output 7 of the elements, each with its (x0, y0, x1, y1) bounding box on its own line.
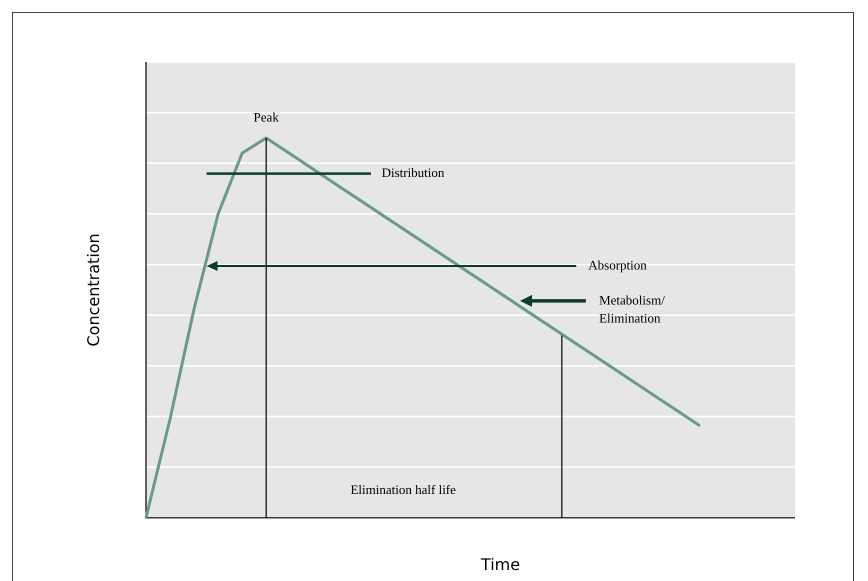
y-axis-title: Concentration (84, 233, 104, 346)
annotation: Distribution (382, 165, 445, 180)
x-axis-title: Time (480, 555, 520, 574)
annotation: Metabolism/ Elimination (599, 292, 666, 326)
annotation: Elimination half life (350, 482, 456, 498)
annotation: Absorption (588, 257, 648, 272)
text: Peak (254, 109, 280, 124)
